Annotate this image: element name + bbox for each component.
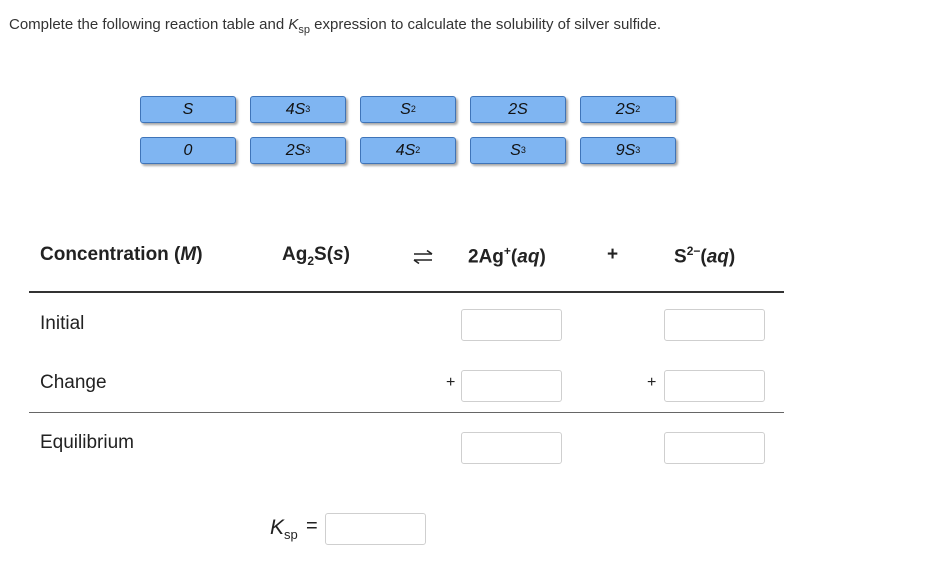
reactant-state: s — [333, 244, 344, 265]
answer-tile-s[interactable]: S — [140, 96, 236, 123]
answer-tile-2s2[interactable]: 2S 2 — [580, 96, 676, 123]
reactant-ag2s: Ag2S(s) — [282, 244, 350, 268]
product-s-ion: S2−(aq) — [674, 244, 735, 268]
ag-ion-state: aq — [517, 246, 540, 268]
row-label-initial: Initial — [40, 313, 85, 334]
ag-initial-input[interactable] — [461, 309, 562, 341]
tile-base: S — [182, 100, 194, 118]
tile-base: S — [510, 141, 521, 159]
header-divider — [29, 291, 784, 293]
tile-exponent: 3 — [305, 144, 311, 155]
molarity-unit: M — [180, 244, 197, 265]
tile-base: 2S — [615, 100, 636, 118]
answer-tile-4s3[interactable]: 4S 3 — [250, 96, 346, 123]
prompt-text-end: expression to calculate the solubility o… — [309, 16, 661, 33]
s-change-plus: + — [647, 374, 657, 391]
question-prompt: Complete the following reaction table an… — [9, 16, 661, 36]
ag-change-input[interactable] — [461, 370, 562, 402]
product-ag-ion: 2Ag+(aq) — [468, 244, 546, 268]
ksp-expression-input[interactable] — [325, 513, 426, 545]
ag-ion-close: ) — [539, 246, 546, 268]
prompt-text-start: Complete the following reaction table an… — [9, 16, 289, 33]
ag-ion-charge: + — [503, 244, 511, 258]
ksp-label: Ksp — [270, 516, 298, 542]
tile-base: 2S — [285, 141, 306, 159]
tile-exponent: 2 — [415, 144, 421, 155]
tile-base: 4S — [285, 100, 306, 118]
tile-exponent: 3 — [520, 144, 526, 155]
change-divider — [29, 412, 784, 413]
ksp-k: K — [270, 516, 285, 539]
ag-ion-open: ( — [510, 246, 518, 268]
tile-exponent: 2 — [635, 103, 641, 114]
s-ion-text: S — [674, 246, 687, 268]
concentration-header: Concentration (M) — [40, 244, 203, 266]
tile-base: 2S — [508, 100, 528, 118]
row-label-equilibrium: Equilibrium — [40, 432, 134, 453]
concentration-label: Concentration ( — [40, 244, 181, 265]
ag-change-plus: + — [446, 374, 456, 391]
reactant-subscript: 2 — [307, 253, 315, 268]
concentration-close: ) — [196, 244, 203, 265]
s-initial-input[interactable] — [664, 309, 765, 341]
tile-exponent: 3 — [635, 144, 641, 155]
ag-equilibrium-input[interactable] — [461, 432, 562, 464]
answer-tile-4s2[interactable]: 4S 2 — [360, 137, 456, 164]
tile-base: S — [400, 100, 411, 118]
row-label-change: Change — [40, 372, 107, 393]
answer-tile-2s3[interactable]: 2S 3 — [250, 137, 346, 164]
tile-base: 9S — [615, 141, 636, 159]
answer-tile-0[interactable]: 0 — [140, 137, 236, 164]
tile-base: 0 — [183, 141, 193, 159]
s-change-input[interactable] — [664, 370, 765, 402]
answer-tile-9s3[interactable]: 9S 3 — [580, 137, 676, 164]
s-ion-open: ( — [700, 246, 707, 268]
tile-base: 4S — [395, 141, 416, 159]
reactant-close: ) — [343, 244, 350, 265]
tile-exponent: 2 — [410, 103, 416, 114]
ksp-subscript: sp — [284, 527, 298, 543]
ag-ion-text: 2Ag — [468, 246, 504, 268]
tile-exponent: 3 — [305, 103, 311, 114]
prompt-k-symbol: K — [288, 16, 299, 33]
s-ion-close: ) — [728, 246, 736, 268]
reactant-s: S( — [314, 244, 334, 265]
equilibrium-arrows-icon — [413, 249, 433, 265]
s-ion-charge: 2− — [686, 244, 701, 258]
s-equilibrium-input[interactable] — [664, 432, 765, 464]
plus-sign: + — [607, 244, 619, 265]
s-ion-state: aq — [706, 246, 729, 268]
answer-tile-2s[interactable]: 2S — [470, 96, 566, 123]
ksp-equals: = — [306, 515, 318, 537]
prompt-k-subscript: sp — [298, 24, 310, 36]
reactant-ag: Ag — [282, 244, 308, 265]
